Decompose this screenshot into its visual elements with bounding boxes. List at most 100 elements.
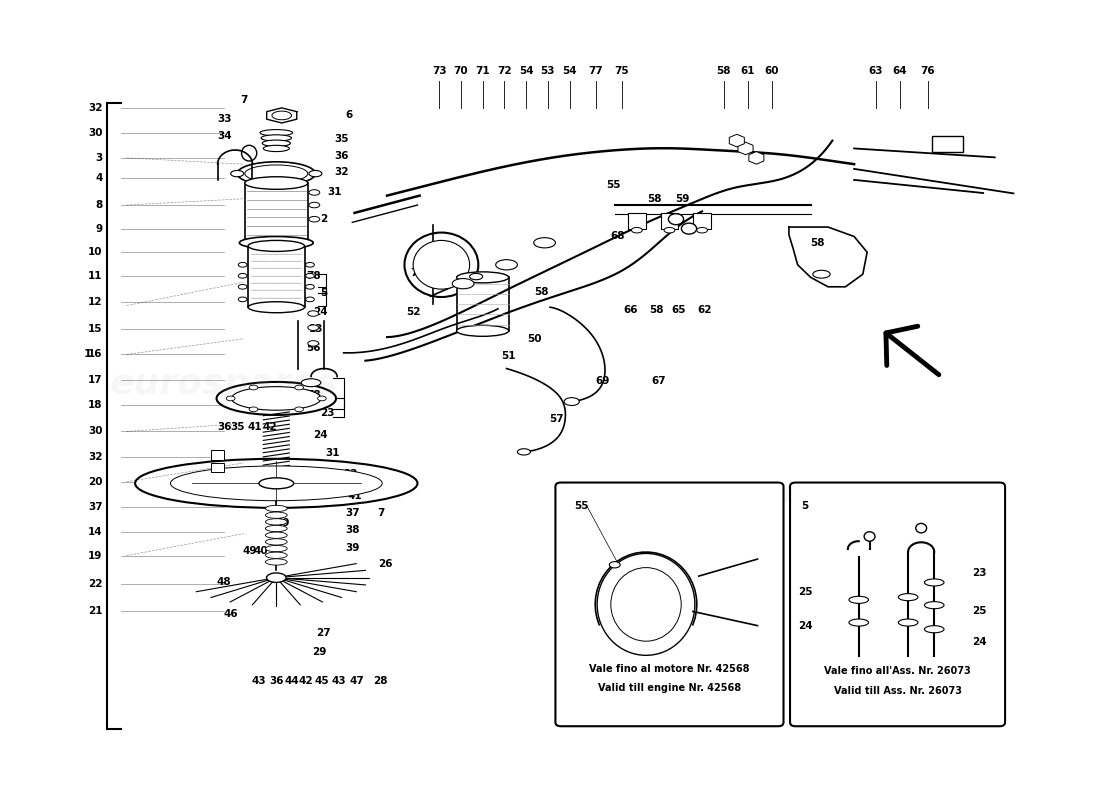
Ellipse shape — [239, 285, 248, 289]
Text: 49: 49 — [243, 546, 257, 556]
Text: 60: 60 — [764, 66, 779, 76]
Ellipse shape — [263, 146, 289, 151]
Text: 69: 69 — [595, 376, 609, 386]
Bar — [933, 136, 962, 151]
Ellipse shape — [306, 262, 315, 267]
Text: 51: 51 — [502, 351, 516, 361]
Text: 16: 16 — [88, 350, 102, 359]
Ellipse shape — [239, 262, 248, 267]
Text: 24: 24 — [314, 307, 328, 317]
Ellipse shape — [849, 596, 869, 603]
Text: 30: 30 — [88, 128, 102, 138]
Text: 32: 32 — [88, 102, 102, 113]
Text: 30: 30 — [88, 426, 102, 437]
Text: 58: 58 — [716, 66, 732, 76]
Text: Vale fino al motore Nr. 42568: Vale fino al motore Nr. 42568 — [590, 664, 750, 674]
Ellipse shape — [456, 272, 508, 283]
Bar — [211, 450, 224, 460]
Ellipse shape — [899, 619, 917, 626]
Text: 39: 39 — [345, 542, 360, 553]
Text: 41: 41 — [348, 491, 362, 501]
Text: 24: 24 — [971, 637, 987, 647]
Ellipse shape — [249, 241, 305, 251]
Text: 19: 19 — [88, 550, 102, 561]
Bar — [456, 278, 508, 331]
Text: 48: 48 — [217, 578, 231, 587]
FancyBboxPatch shape — [790, 482, 1005, 726]
Ellipse shape — [534, 238, 556, 248]
Text: Valid till engine Nr. 42568: Valid till engine Nr. 42568 — [598, 682, 741, 693]
Text: 62: 62 — [697, 306, 712, 315]
Text: 42: 42 — [263, 422, 277, 432]
Ellipse shape — [309, 217, 320, 222]
Text: 53: 53 — [540, 66, 556, 76]
Text: 55: 55 — [574, 501, 589, 511]
Ellipse shape — [240, 237, 314, 249]
Ellipse shape — [249, 302, 305, 313]
Ellipse shape — [242, 146, 256, 161]
Ellipse shape — [414, 241, 470, 289]
Ellipse shape — [265, 558, 287, 565]
Text: 64: 64 — [892, 66, 907, 76]
Ellipse shape — [295, 385, 304, 390]
Text: 37: 37 — [345, 508, 360, 518]
Text: 23: 23 — [971, 568, 987, 578]
Polygon shape — [789, 227, 867, 286]
Text: 78: 78 — [306, 270, 320, 281]
Ellipse shape — [265, 538, 287, 545]
Text: 2: 2 — [320, 214, 328, 224]
Text: 1: 1 — [84, 350, 91, 359]
Ellipse shape — [309, 190, 320, 195]
Text: 59: 59 — [675, 194, 690, 204]
Text: 28: 28 — [373, 677, 388, 686]
Ellipse shape — [266, 573, 286, 582]
Ellipse shape — [924, 602, 944, 609]
Ellipse shape — [924, 626, 944, 633]
Ellipse shape — [245, 177, 308, 190]
Ellipse shape — [924, 579, 944, 586]
Text: 36: 36 — [334, 151, 349, 162]
Text: 25: 25 — [798, 587, 813, 597]
Ellipse shape — [231, 170, 244, 177]
Text: 70: 70 — [453, 66, 469, 76]
Text: 56: 56 — [306, 343, 320, 353]
Text: 44: 44 — [284, 677, 299, 686]
Ellipse shape — [249, 407, 257, 412]
Text: 58: 58 — [647, 194, 661, 204]
Ellipse shape — [265, 532, 287, 538]
Bar — [661, 213, 679, 229]
Text: 61: 61 — [740, 66, 755, 76]
Ellipse shape — [260, 130, 293, 136]
Text: 26: 26 — [377, 558, 393, 569]
Text: 27: 27 — [316, 628, 330, 638]
Ellipse shape — [865, 532, 874, 541]
Text: 33: 33 — [217, 114, 231, 123]
Text: 54: 54 — [562, 66, 576, 76]
Text: 58: 58 — [535, 286, 549, 297]
Text: 32: 32 — [334, 167, 349, 177]
Bar — [249, 246, 305, 307]
Ellipse shape — [265, 526, 287, 532]
Ellipse shape — [849, 619, 869, 626]
Ellipse shape — [265, 506, 287, 512]
Text: 73: 73 — [432, 66, 447, 76]
Text: 38: 38 — [345, 526, 360, 535]
Text: 32: 32 — [343, 469, 358, 479]
Ellipse shape — [306, 274, 315, 278]
Text: 42: 42 — [298, 677, 312, 686]
Text: 25: 25 — [971, 606, 987, 616]
Text: 21: 21 — [88, 606, 102, 616]
Polygon shape — [266, 108, 297, 123]
Bar — [693, 213, 711, 229]
Text: Vale fino all'Ass. Nr. 26073: Vale fino all'Ass. Nr. 26073 — [824, 666, 971, 676]
Text: 7: 7 — [377, 508, 384, 518]
Bar — [245, 183, 308, 242]
Ellipse shape — [135, 459, 418, 508]
Text: 45: 45 — [315, 677, 329, 686]
Text: 41: 41 — [248, 422, 262, 432]
Text: 46: 46 — [223, 609, 238, 619]
Ellipse shape — [265, 512, 287, 518]
Ellipse shape — [916, 523, 926, 533]
Ellipse shape — [609, 562, 620, 568]
Text: eurospares: eurospares — [110, 367, 339, 402]
